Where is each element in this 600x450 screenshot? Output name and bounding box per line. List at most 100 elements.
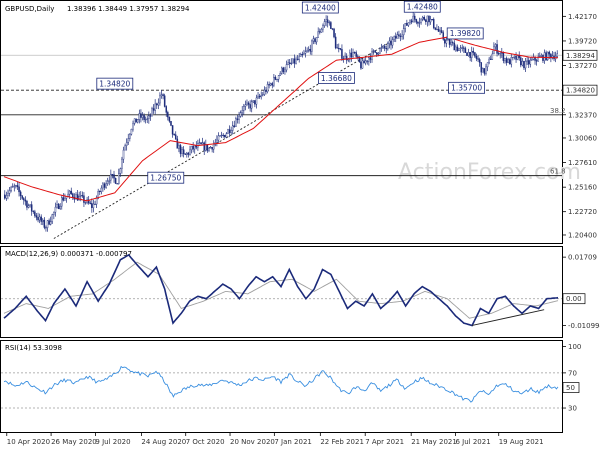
x-tick-label: 7 Jan 2021 — [274, 438, 312, 446]
y-tick-label: 1.20400 — [568, 231, 597, 239]
candle-body — [228, 129, 231, 133]
candle-body — [292, 58, 294, 64]
candle-body — [97, 191, 99, 199]
candle-body — [282, 67, 285, 72]
candle-body — [262, 94, 264, 96]
candle-body — [287, 62, 289, 65]
candle-body — [388, 40, 391, 44]
candle-body — [125, 142, 128, 146]
candle-body — [499, 53, 501, 55]
candle-body — [306, 50, 308, 52]
candle-body — [472, 50, 475, 53]
candle-body — [526, 60, 528, 62]
candle-body — [458, 48, 460, 52]
candle-body — [425, 19, 427, 22]
candle-body — [281, 67, 283, 74]
candle-body — [439, 30, 441, 32]
candle-body — [478, 59, 481, 63]
candle-body — [99, 191, 101, 193]
candle-body — [80, 195, 82, 197]
rsi-value-badge — [562, 382, 580, 393]
candle-body — [497, 53, 500, 55]
price-annotation-box — [301, 1, 339, 14]
candle-body — [456, 46, 459, 52]
y-tick-label: 1.22720 — [568, 208, 597, 216]
candle-body — [24, 199, 27, 202]
x-tick-label: 7 Apr 2021 — [365, 438, 404, 446]
candle-body — [296, 58, 299, 60]
candle-body — [331, 28, 334, 30]
candle-body — [350, 52, 353, 58]
candle-body — [314, 38, 316, 43]
price-panel-border — [0, 0, 563, 244]
macd-signal-line — [3, 261, 559, 319]
candle-body — [339, 48, 342, 50]
candle-body — [119, 168, 122, 174]
candle-body — [437, 28, 440, 32]
candle-body — [269, 83, 272, 86]
candle-body — [284, 69, 286, 72]
candle-body — [355, 52, 357, 57]
candle-body — [174, 134, 177, 140]
candle-body — [70, 190, 73, 194]
x-tick-label: 19 Aug 2021 — [499, 438, 544, 446]
x-tick-label: 20 Nov 2020 — [230, 438, 275, 446]
candle-body — [57, 204, 60, 209]
candle-body — [349, 52, 351, 60]
candle-body — [372, 50, 375, 52]
candle-body — [298, 56, 300, 60]
price-annotation: 1.35700 — [451, 84, 482, 93]
candle-body — [89, 202, 92, 204]
candle-body — [64, 197, 66, 201]
x-tick-label: 7 Oct 2020 — [186, 438, 225, 446]
rsi-y-tick-label: 70 — [568, 369, 577, 377]
candle-body — [401, 34, 403, 37]
candle-body — [300, 54, 302, 57]
candle-body — [72, 193, 74, 198]
candle-body — [391, 39, 394, 46]
candle-body — [508, 59, 511, 65]
candle-body — [54, 206, 57, 213]
candle-body — [148, 115, 150, 119]
candle-body — [450, 42, 452, 45]
x-tick-label: 24 Aug 2020 — [141, 438, 186, 446]
candle-body — [220, 134, 223, 136]
candle-body — [515, 55, 517, 60]
candle-body — [307, 48, 310, 51]
candle-body — [252, 100, 255, 103]
candle-body — [341, 49, 343, 59]
candle-body — [432, 19, 435, 28]
candle-body — [68, 190, 71, 195]
candle-body — [208, 147, 210, 151]
candle-body — [100, 187, 103, 192]
watermark: ActionForex.com — [398, 160, 581, 185]
candle-body — [239, 112, 242, 117]
candle-body — [404, 23, 407, 29]
candle-body — [436, 28, 438, 30]
candle-body — [395, 36, 397, 39]
candle-body — [203, 142, 205, 151]
candle-body — [193, 145, 196, 150]
candle-body — [189, 149, 191, 155]
x-tick-label: 10 Apr 2020 — [7, 438, 50, 446]
candle-body — [423, 17, 426, 21]
candle-body — [94, 203, 96, 205]
candle-body — [212, 144, 215, 150]
candle-body — [102, 183, 104, 189]
candle-body — [371, 51, 373, 60]
candle-body — [396, 34, 399, 39]
candle-body — [152, 108, 155, 111]
candle-body — [410, 20, 413, 23]
candle-body — [238, 115, 240, 120]
candle-body — [529, 59, 532, 65]
candle-body — [143, 115, 145, 120]
candle-body — [333, 28, 335, 38]
candle-body — [59, 205, 61, 209]
candle-body — [352, 52, 354, 58]
candle-body — [5, 195, 8, 199]
y-tick-label: 1.27610 — [568, 159, 597, 167]
candle-body — [181, 149, 183, 154]
x-tick-label: 9 Jul 2020 — [95, 438, 130, 446]
candle-body — [431, 19, 433, 21]
candle-body — [429, 19, 432, 23]
